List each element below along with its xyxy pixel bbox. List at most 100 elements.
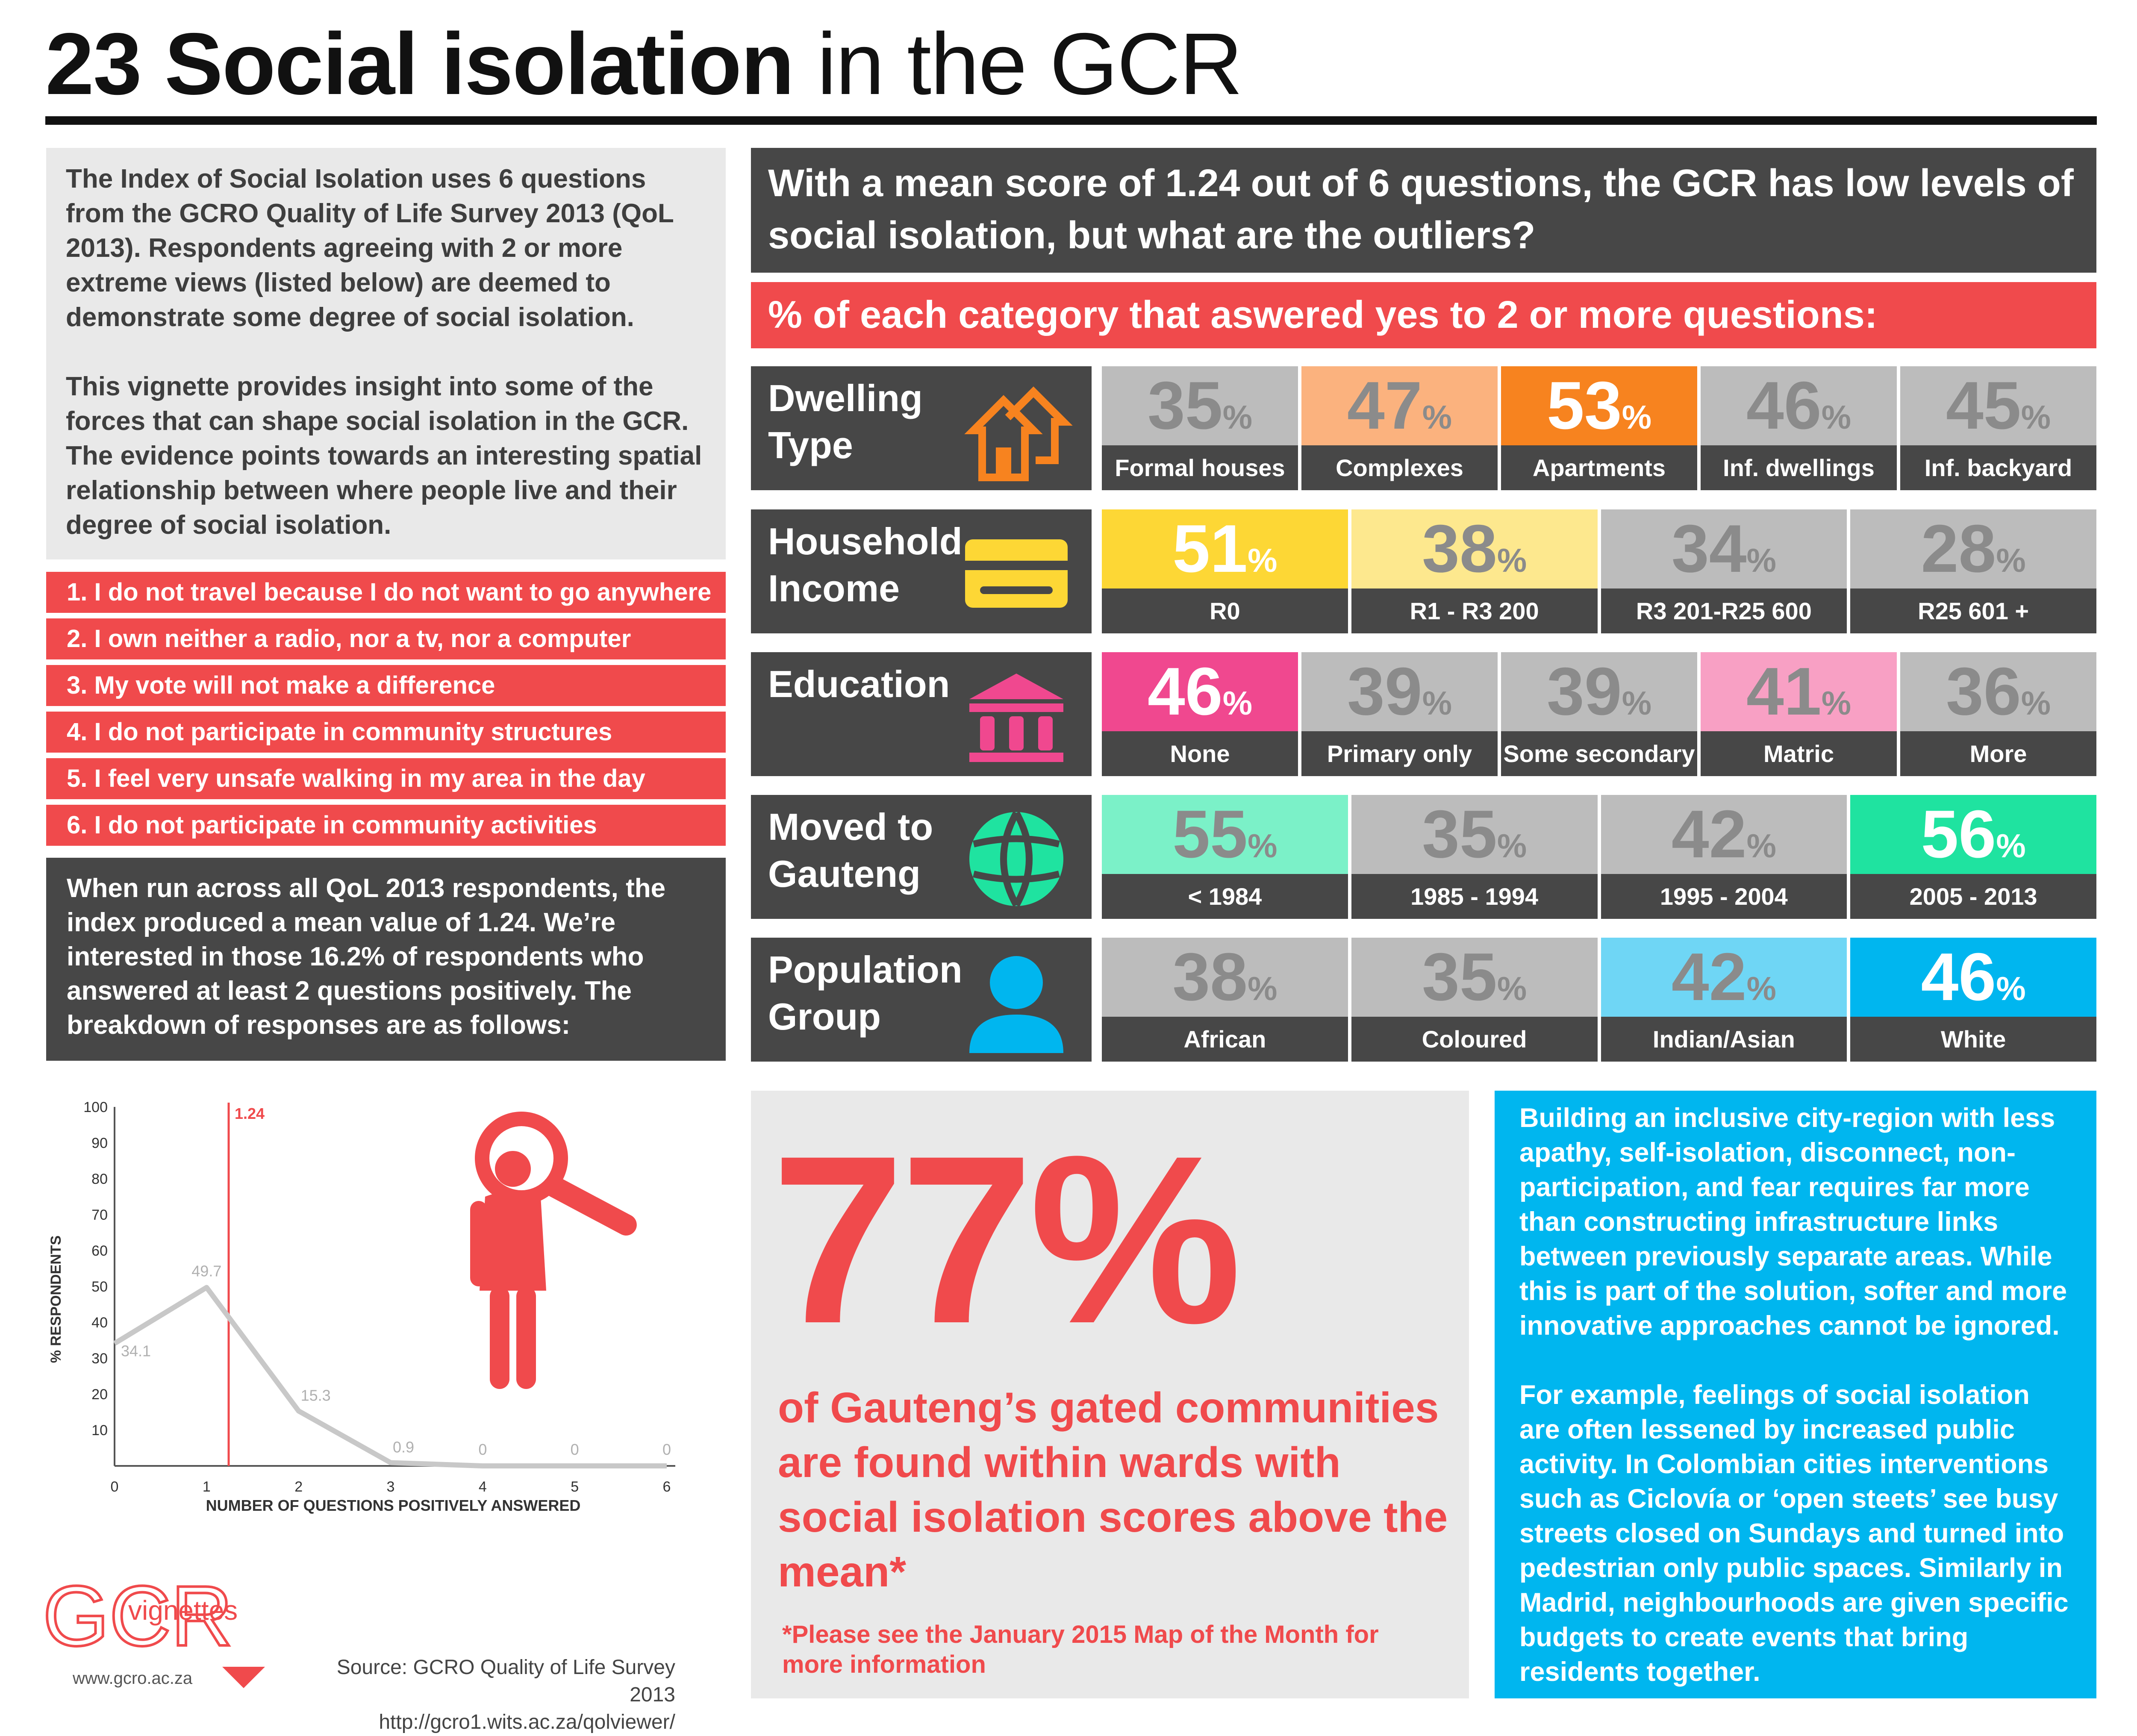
category-cell: 42% Indian/Asian (1601, 938, 1847, 1062)
cell-label: R0 (1102, 588, 1348, 633)
cell-percent-sign: % (1746, 970, 1776, 1007)
category-cell: 46% Inf. dwellings (1701, 366, 1897, 490)
cell-percent-sign: % (1422, 398, 1452, 436)
cell-number: 46 (1746, 368, 1822, 443)
cell-label: None (1102, 731, 1298, 776)
cell-value: 35% (1102, 366, 1298, 445)
cell-number: 35 (1422, 939, 1497, 1015)
cell-percent-sign: % (1497, 827, 1527, 865)
category-cell: 38% R1 - R3 200 (1351, 509, 1598, 633)
question-6: 6. I do not participate in community act… (46, 805, 726, 846)
question-3: 3. My vote will not make a difference (46, 665, 726, 706)
magnifier-person-icon (470, 1112, 637, 1389)
cell-value: 41% (1701, 652, 1897, 731)
cell-number: 36 (1946, 654, 2021, 729)
card-icon (965, 539, 1068, 608)
cell-value: 47% (1301, 366, 1498, 445)
category-label-line1: Population (768, 948, 963, 991)
cell-number: 56 (1921, 797, 1996, 872)
chart-y-tick-label: 100 (83, 1099, 108, 1115)
cell-label: More (1900, 731, 2096, 776)
category-label-line2: Income (768, 567, 900, 609)
category-cell: 39% Primary only (1301, 652, 1498, 776)
category-cell: 35% Coloured (1351, 938, 1598, 1062)
logo-triangle (222, 1667, 265, 1688)
cell-percent-sign: % (2021, 684, 2051, 722)
cell-percent-sign: % (1996, 827, 2026, 865)
cell-value: 55% (1102, 795, 1348, 874)
category-cell: 56% 2005 - 2013 (1850, 795, 2096, 919)
category-label-line1: Household (768, 520, 963, 562)
houses-icon (964, 386, 1073, 481)
cell-percent-sign: % (1222, 684, 1253, 722)
stat-big-number: 77% (771, 1106, 1242, 1373)
cell-percent-sign: % (1248, 541, 1277, 579)
cell-value: 35% (1351, 795, 1598, 874)
cell-percent-sign: % (1746, 827, 1776, 865)
category-cell: 41% Matric (1701, 652, 1897, 776)
chart-x-tick-label: 0 (111, 1479, 119, 1495)
chart-y-tick-label: 70 (91, 1207, 108, 1223)
cell-label: < 1984 (1102, 874, 1348, 919)
cell-number: 38 (1422, 511, 1497, 586)
category-label-line2: Gauteng (768, 853, 921, 895)
question-2: 2. I own neither a radio, nor a tv, nor … (46, 618, 726, 659)
cell-number: 51 (1172, 511, 1248, 586)
cell-label: R25 601 + (1850, 588, 2096, 633)
chart-x-tick-label: 6 (663, 1479, 671, 1495)
chart-x-tick-label: 3 (387, 1479, 395, 1495)
cell-number: 47 (1347, 368, 1422, 443)
category-cell: 46% None (1102, 652, 1298, 776)
cell-percent-sign: % (1248, 970, 1277, 1007)
question-1: 1. I do not travel because I do not want… (46, 572, 726, 613)
category-cell: 38% African (1102, 938, 1348, 1062)
cell-value: 51% (1102, 509, 1348, 588)
cell-label: R3 201-R25 600 (1601, 588, 1847, 633)
stat-text: of Gauteng’s gated communities are found… (778, 1384, 1448, 1596)
category-cell: 51% R0 (1102, 509, 1348, 633)
cell-number: 42 (1671, 939, 1747, 1015)
cell-value: 46% (1701, 366, 1897, 445)
cell-value: 39% (1501, 652, 1697, 731)
chart-y-tick-label: 90 (91, 1135, 108, 1151)
stat-note: *Please see the January 2015 Map of the … (782, 1621, 1379, 1678)
cell-label: 1985 - 1994 (1351, 874, 1598, 919)
cell-number: 46 (1147, 654, 1223, 729)
blue-box: Building an inclusive city-region with l… (1495, 1091, 2096, 1698)
globe-icon (969, 811, 1063, 907)
cell-value: 56% (1850, 795, 2096, 874)
cell-value: 45% (1900, 366, 2096, 445)
person-icon (969, 956, 1063, 1053)
chart-x-tick-label: 4 (479, 1479, 487, 1495)
cell-value: 46% (1102, 652, 1298, 731)
cell-percent-sign: % (1821, 684, 1851, 722)
chart-data-label: 0.9 (393, 1438, 414, 1456)
source-line-2: http://gcro1.wits.ac.za/qolviewer/ (379, 1711, 675, 1733)
chart-x-tick-label: 2 (294, 1479, 303, 1495)
category-label-line2: Type (768, 424, 853, 466)
cell-percent-sign: % (1622, 398, 1652, 436)
chart-y-tick-label: 10 (91, 1422, 108, 1439)
logo-letters: GCR (43, 1568, 233, 1664)
logo-url: www.gcro.ac.za (73, 1669, 193, 1688)
cell-percent-sign: % (1248, 827, 1277, 865)
chart-y-tick-label: 30 (91, 1351, 108, 1367)
cell-number: 42 (1671, 797, 1747, 872)
category-cell: 47% Complexes (1301, 366, 1498, 490)
category-cell: 55% < 1984 (1102, 795, 1348, 919)
cell-percent-sign: % (1996, 541, 2026, 579)
category-cell: 53% Apartments (1501, 366, 1697, 490)
category-cell: 35% Formal houses (1102, 366, 1298, 490)
cell-value: 28% (1850, 509, 2096, 588)
cell-number: 46 (1921, 939, 1996, 1015)
source-text: Source: GCRO Quality of Life Survey 2013… (308, 1654, 675, 1736)
gcr-logo: GCR vignettes (43, 1567, 265, 1688)
chart-y-axis-label: % RESPONDENTS (48, 1236, 64, 1363)
cell-number: 45 (1946, 368, 2021, 443)
cell-percent-sign: % (1222, 398, 1253, 436)
cell-label: Indian/Asian (1601, 1017, 1847, 1062)
category-cell: 46% White (1850, 938, 2096, 1062)
title-bold: Social isolation (165, 15, 795, 113)
cell-number: 28 (1921, 511, 1996, 586)
category-cell: 45% Inf. backyard (1900, 366, 2096, 490)
